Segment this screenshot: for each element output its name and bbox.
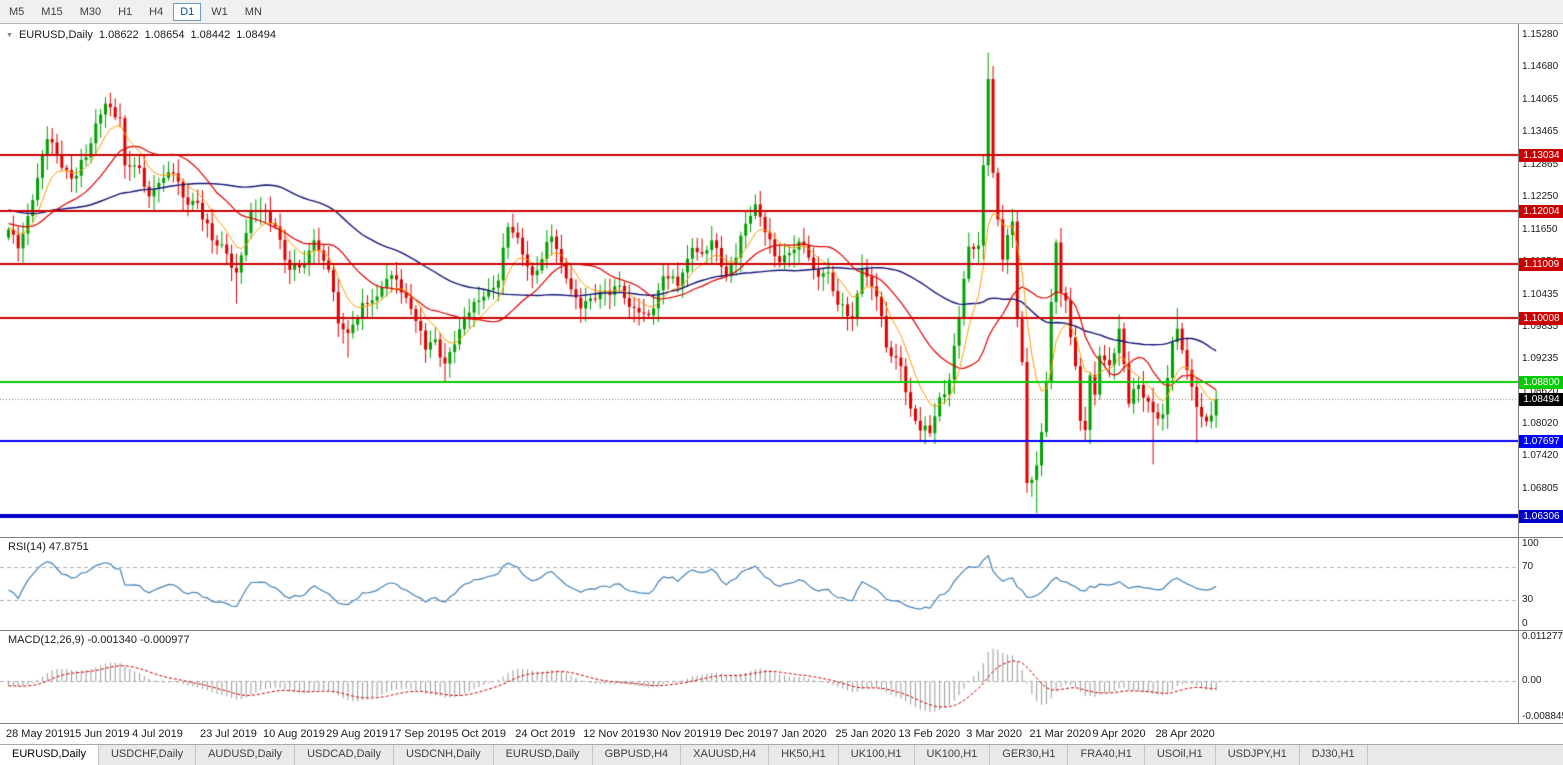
price-tick-label: 1.08620	[1522, 385, 1559, 397]
time-axis-label: 3 Mar 2020	[966, 728, 1022, 740]
price-tick-label: 1.08020	[1522, 418, 1559, 430]
time-axis-label: 5 Oct 2019	[452, 728, 507, 740]
macd-scale: 0.011277 0.00 -0.008845	[1518, 631, 1563, 723]
chart-tab-usdjpy-h1[interactable]: USDJPY,H1	[1216, 745, 1300, 765]
price-tick-label: 1.06805	[1522, 483, 1559, 495]
chart-tab-usdchf-daily[interactable]: USDCHF,Daily	[99, 745, 197, 765]
timeframe-button-mn[interactable]: MN	[244, 5, 262, 18]
time-axis-label: 21 Mar 2020	[1029, 728, 1092, 740]
price-tick-label: 1.13465	[1522, 126, 1559, 138]
price-tick-label: 1.12865	[1522, 158, 1559, 170]
time-axis-label: 10 Aug 2019	[263, 728, 325, 740]
chart-tab-eurusd-daily[interactable]: EURUSD,Daily	[0, 745, 99, 765]
time-axis-label: 4 Jul 2019	[132, 728, 183, 740]
rsi-canvas[interactable]	[0, 538, 1518, 630]
chart-tab-eurusd-daily[interactable]: EURUSD,Daily	[494, 745, 593, 765]
time-axis-label: 28 Apr 2020	[1155, 728, 1215, 740]
timeframe-button-m30[interactable]: M30	[79, 5, 102, 18]
chart-tab-xauusd-h4[interactable]: XAUUSD,H4	[681, 745, 770, 765]
rsi-level-label: 0	[1522, 618, 1528, 629]
chart-tab-ger30-h1[interactable]: GER30,H1	[990, 745, 1069, 765]
timeframe-button-d1[interactable]: D1	[173, 2, 202, 21]
chart-tab-usoil-h1[interactable]: USOil,H1	[1145, 745, 1216, 765]
price-line-label: 1.11009	[1519, 257, 1563, 271]
chart-tab-hk50-h1[interactable]: HK50,H1	[769, 745, 839, 765]
timeframe-button-w1[interactable]: W1	[211, 5, 228, 18]
chart-tab-audusd-daily[interactable]: AUDUSD,Daily	[196, 745, 296, 765]
price-tick-label: 1.14680	[1522, 61, 1559, 73]
chart-tab-uk100-h1[interactable]: UK100,H1	[839, 745, 915, 765]
time-axis-label: 9 Apr 2020	[1092, 728, 1146, 740]
time-axis-label: 28 May 2019	[6, 728, 70, 740]
chart-tab-uk100-h1[interactable]: UK100,H1	[915, 745, 991, 765]
price-tick-label: 1.09235	[1522, 352, 1559, 364]
chart-tab-gbpusd-h4[interactable]: GBPUSD,H4	[593, 745, 682, 765]
rsi-scale: 100 70 30 0	[1518, 538, 1563, 630]
macd-canvas[interactable]	[0, 631, 1518, 723]
macd-label: MACD(12,26,9) -0.001340 -0.000977	[8, 634, 190, 646]
price-line-label: 1.07697	[1519, 435, 1563, 449]
macd-pane: MACD(12,26,9) -0.001340 -0.000977 0.0112…	[0, 630, 1563, 723]
time-axis-label: 15 Jun 2019	[69, 728, 130, 740]
chart-tab-bar: EURUSD,Daily USDCHF,Daily AUDUSD,Daily USDC…	[0, 744, 1563, 765]
time-axis-label: 23 Jul 2019	[200, 728, 257, 740]
timeframe-button-m15[interactable]: M15	[41, 5, 63, 18]
rsi-level-label: 70	[1522, 561, 1534, 573]
price-tick-label: 1.11650	[1522, 223, 1558, 235]
quote-open: 1.08622	[98, 29, 139, 41]
time-axis-label: 25 Jan 2020	[835, 728, 896, 740]
collapse-icon[interactable]: ▼	[6, 31, 13, 39]
rsi-pane: RSI(14) 47.8751 100 70 30 0	[0, 537, 1563, 630]
price-chart-canvas[interactable]	[0, 24, 1518, 537]
time-axis-label: 7 Jan 2020	[772, 728, 827, 740]
price-line-label: 1.08800	[1519, 376, 1563, 390]
macd-level-label: 0.011277	[1522, 631, 1563, 642]
timeframe-button-h4[interactable]: H4	[149, 5, 164, 18]
price-tick-label: 1.12250	[1522, 191, 1559, 203]
price-tick-label: 1.09835	[1522, 320, 1559, 332]
chart-title: ▼ EURUSD,Daily 1.08622 1.08654 1.08442 1…	[6, 29, 276, 41]
price-line-label: 1.13034	[1519, 149, 1563, 163]
price-line-label: 1.06306	[1519, 509, 1563, 523]
time-axis-label: 19 Dec 2019	[709, 728, 772, 740]
time-axis-label: 12 Nov 2019	[583, 728, 646, 740]
price-chart-pane: ▼ EURUSD,Daily 1.08622 1.08654 1.08442 1…	[0, 24, 1563, 537]
price-tick-label: 1.14065	[1522, 94, 1559, 106]
macd-level-label: 0.00	[1522, 675, 1542, 687]
time-axis-label: 13 Feb 2020	[898, 728, 961, 740]
chart-symbol-label: EURUSD,Daily	[18, 29, 93, 41]
time-axis-label: 29 Aug 2019	[326, 728, 388, 740]
price-tick-label: 1.07420	[1522, 450, 1559, 462]
current-price-label: 1.08494	[1519, 392, 1563, 406]
rsi-level-label: 100	[1522, 538, 1539, 549]
chart-tab-usdcnh-daily[interactable]: USDCNH,Daily	[394, 745, 494, 765]
time-axis-label: 17 Sep 2019	[389, 728, 452, 740]
chart-tab-fra40-h1[interactable]: FRA40,H1	[1068, 745, 1145, 765]
timeframe-toolbar: M5 M15 M30 H1 H4 D1 W1 MN	[0, 0, 1563, 24]
rsi-label: RSI(14) 47.8751	[8, 541, 89, 553]
chart-tab-dj30-h1[interactable]: DJ30,H1	[1300, 745, 1368, 765]
timeframe-button-m5[interactable]: M5	[9, 5, 25, 18]
rsi-level-label: 30	[1522, 593, 1534, 605]
quote-close: 1.08494	[236, 29, 276, 41]
price-tick-label: 1.15280	[1522, 29, 1559, 41]
quote-low: 1.08442	[190, 29, 231, 41]
time-axis[interactable]: 28 May 2019 15 Jun 2019 4 Jul 2019 23 Jul 2…	[0, 723, 1563, 744]
price-tick-label: 1.10435	[1522, 288, 1559, 300]
time-axis-label: 24 Oct 2019	[515, 728, 576, 740]
price-line-label: 1.10008	[1519, 311, 1563, 325]
chart-tab-usdcad-daily[interactable]: USDCAD,Daily	[295, 745, 395, 765]
price-line-label: 1.12004	[1519, 204, 1563, 218]
time-axis-label: 30 Nov 2019	[646, 728, 709, 740]
timeframe-button-h1[interactable]: H1	[118, 5, 133, 18]
price-scale[interactable]: 1.15280 1.14680 1.14065 1.13465 1.12865 1.122…	[1518, 24, 1563, 537]
macd-level-label: -0.008845	[1522, 710, 1563, 722]
quote-high: 1.08654	[144, 29, 185, 41]
